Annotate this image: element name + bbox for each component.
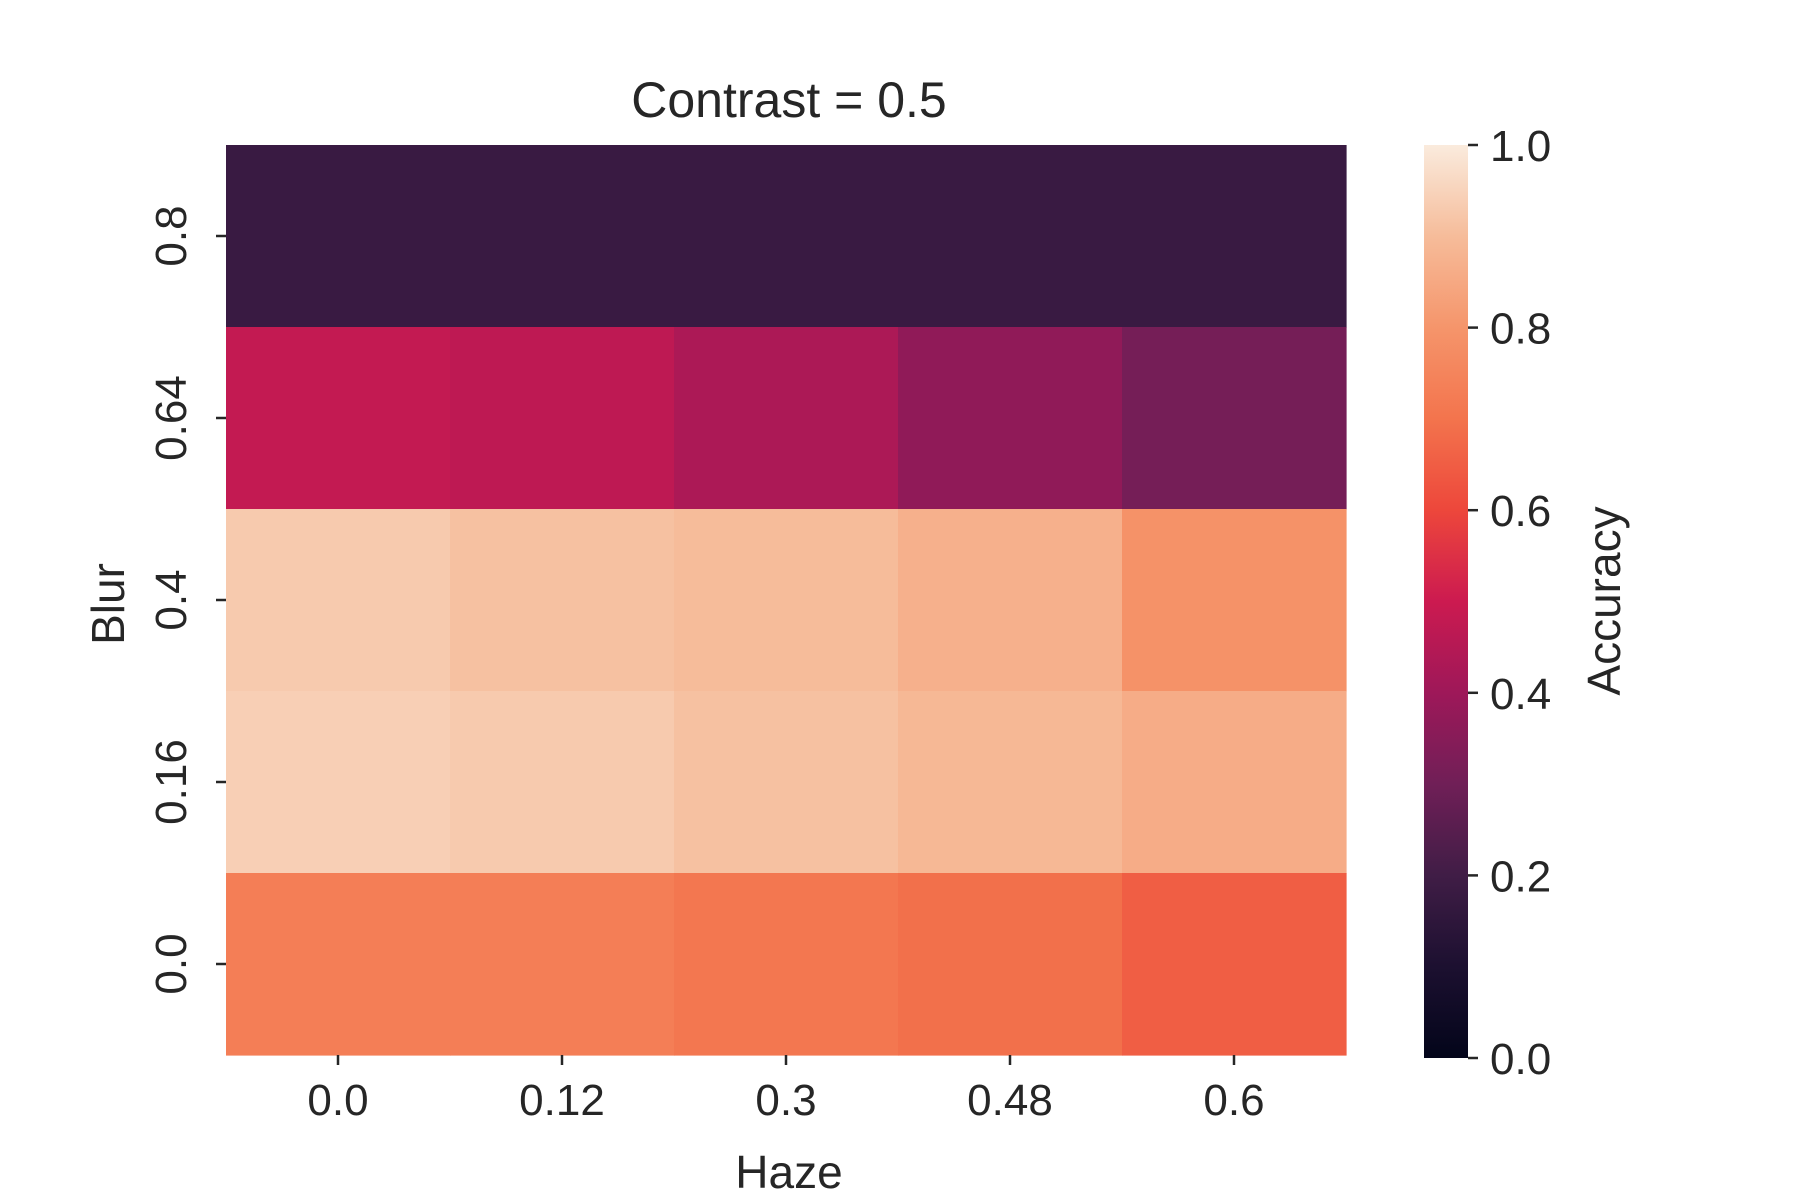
heatmap-cell (1122, 145, 1347, 328)
heatmap-cell (1122, 327, 1347, 510)
y-axis-label: Blur (82, 563, 134, 645)
heatmap-cell (226, 691, 451, 874)
heatmap-cell (450, 145, 675, 328)
colorbar-tick-label: 0.8 (1490, 305, 1551, 354)
colorbar-tick-label: 0.2 (1490, 852, 1551, 901)
colorbar-ticks: 0.0 0.2 0.4 0.6 0.8 1.0 (1468, 122, 1551, 1084)
heatmap-cell (674, 145, 899, 328)
heatmap-cell (450, 873, 675, 1056)
colorbar-tick-label: 0.0 (1490, 1035, 1551, 1084)
heatmap-cell (450, 509, 675, 692)
heatmap-cell (674, 873, 899, 1056)
colorbar (1424, 145, 1468, 1058)
colorbar-tick-label: 0.4 (1490, 670, 1551, 719)
heatmap-cell (226, 145, 451, 328)
colorbar-tick-label: 1.0 (1490, 122, 1551, 171)
x-axis-label: Haze (735, 1146, 842, 1198)
heatmap-cell (898, 873, 1123, 1056)
x-tick-label: 0.48 (967, 1076, 1053, 1125)
x-axis: 0.0 0.12 0.3 0.48 0.6 (307, 1055, 1265, 1125)
x-tick-label: 0.6 (1203, 1076, 1264, 1125)
x-tick-label: 0.12 (519, 1076, 605, 1125)
heatmap-cell (898, 145, 1123, 328)
heatmap-cells (226, 145, 1347, 1056)
heatmap-cell (226, 509, 451, 692)
heatmap-cell (450, 327, 675, 510)
colorbar-tick-label: 0.6 (1490, 487, 1551, 536)
y-tick-label: 0.0 (147, 933, 196, 994)
y-tick-label: 0.16 (147, 739, 196, 825)
y-tick-label: 0.64 (147, 375, 196, 461)
y-axis: 0.8 0.64 0.4 0.16 0.0 (147, 205, 226, 995)
heatmap-cell (898, 327, 1123, 510)
x-tick-label: 0.0 (307, 1076, 368, 1125)
heatmap-cell (1122, 509, 1347, 692)
heatmap-cell (898, 509, 1123, 692)
colorbar-label: Accuracy (1578, 506, 1630, 695)
heatmap-cell (450, 691, 675, 874)
heatmap-cell (1122, 873, 1347, 1056)
heatmap-cell (226, 873, 451, 1056)
chart-title: Contrast = 0.5 (631, 72, 946, 128)
heatmap-cell (898, 691, 1123, 874)
x-tick-label: 0.3 (755, 1076, 816, 1125)
y-tick-label: 0.4 (147, 569, 196, 630)
heatmap-cell (226, 327, 451, 510)
heatmap-cell (674, 691, 899, 874)
y-tick-label: 0.8 (147, 205, 196, 266)
heatmap-cell (1122, 691, 1347, 874)
heatmap-cell (674, 327, 899, 510)
heatmap-cell (674, 509, 899, 692)
